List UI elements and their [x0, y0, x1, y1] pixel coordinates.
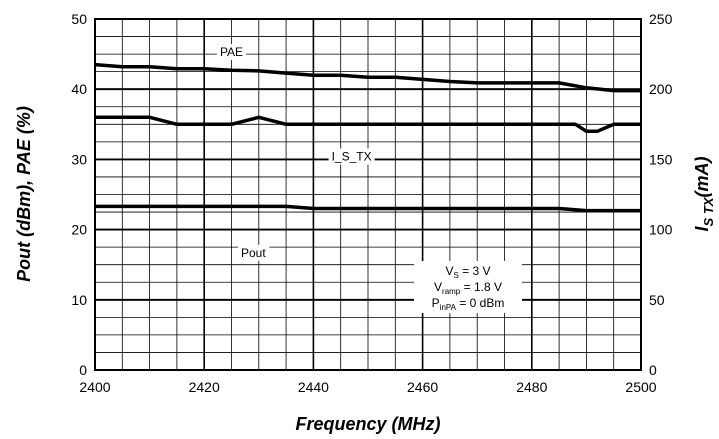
y-tick-label: 0 [79, 362, 87, 378]
y2-axis-title-main: I [692, 225, 712, 231]
series-label-background [237, 244, 270, 261]
series-label: Pout [241, 246, 266, 260]
y2-tick-label: 150 [649, 151, 673, 167]
series-line-pout [95, 204, 641, 213]
x-tick-label: 2420 [189, 379, 220, 395]
y-tick-label: 30 [71, 151, 87, 167]
y2-tick-label: 250 [649, 11, 673, 27]
conditions-box: VS = 3 V Vramp = 1.8 V PinPA = 0 dBm [414, 261, 522, 313]
y2-tick-label: 100 [649, 222, 673, 238]
series-labels: PAE I_S_TX Pout [216, 43, 375, 261]
series-label-group: I_S_TX [328, 148, 375, 165]
condition-vs: VS = 3 V [445, 264, 490, 280]
x-tick-label: 2480 [516, 379, 547, 395]
series-layer [94, 62, 641, 213]
y2-axis-title-unit: (mA) [692, 157, 712, 198]
series-label-group: PAE [216, 43, 247, 60]
y2-tick-label: 50 [649, 292, 665, 308]
y-tick-label: 10 [71, 292, 87, 308]
condition-pinpa: PinPA = 0 dBm [432, 296, 505, 312]
y2-axis-title: IS TX(mA) [692, 157, 716, 232]
x-axis-title: Frequency (MHz) [295, 414, 440, 434]
y-tick-label: 20 [71, 222, 87, 238]
series-label: PAE [220, 45, 243, 59]
y2-axis-title-sub: S TX [701, 196, 716, 226]
y2-tick-label: 0 [649, 362, 657, 378]
condition-vramp: Vramp = 1.8 V [434, 280, 502, 296]
plot-frame [94, 18, 642, 371]
tick-labels: 2400 2420 2440 2460 2480 25000102030405005010… [71, 11, 672, 395]
series-label: I_S_TX [332, 150, 372, 164]
x-tick-label: 2400 [79, 379, 110, 395]
y-tick-label: 50 [71, 11, 87, 27]
series-line-i-s-tx [95, 115, 641, 134]
series-label-background [328, 148, 375, 165]
y-tick-label: 40 [71, 81, 87, 97]
x-tick-label: 2460 [407, 379, 438, 395]
grid [95, 19, 641, 370]
series-label-background [216, 43, 247, 60]
y-axis-title: Pout (dBm), PAE (%) [14, 106, 34, 282]
x-tick-label: 2500 [625, 379, 656, 395]
y2-tick-label: 200 [649, 81, 673, 97]
series-label-group: Pout [237, 244, 270, 261]
series-line-pae [94, 62, 641, 93]
x-tick-label: 2440 [298, 379, 329, 395]
conditions-background [414, 261, 522, 313]
